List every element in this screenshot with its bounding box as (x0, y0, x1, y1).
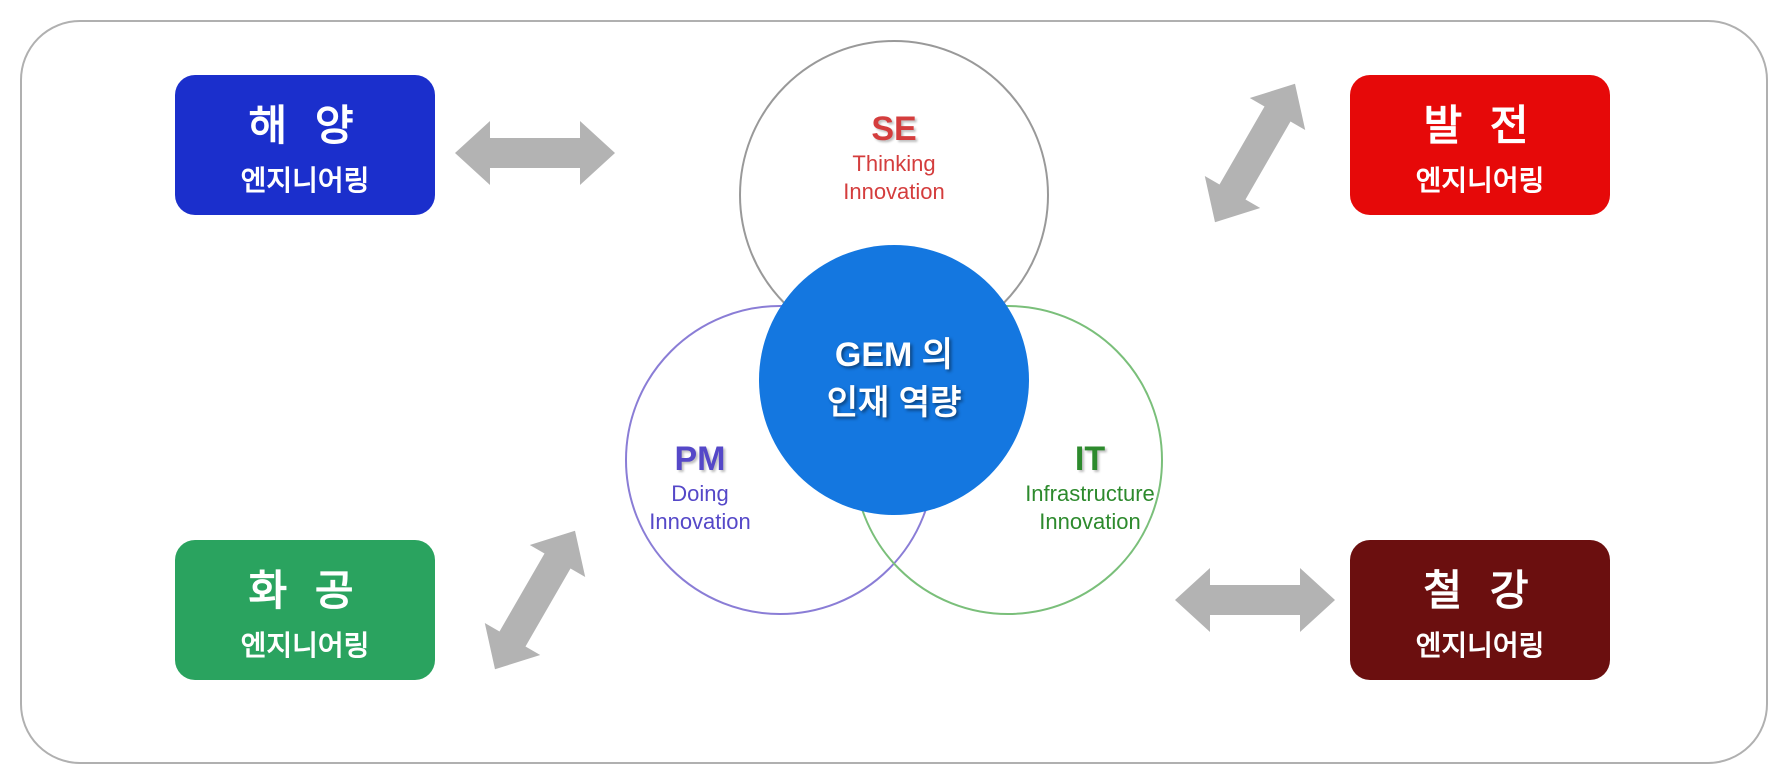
box-marine-sub: 엔지니어링 (241, 159, 370, 199)
box-power-title: 발 전 (1424, 92, 1537, 153)
box-power: 발 전 엔지니어링 (1350, 75, 1610, 215)
box-marine: 해 양 엔지니어링 (175, 75, 435, 215)
it-desc2: Innovation (1039, 509, 1141, 535)
pm-desc2: Innovation (649, 509, 751, 535)
venn-label-pm: PM Doing Innovation (600, 440, 800, 536)
venn-label-se: SE Thinking Innovation (794, 110, 994, 206)
center-text-line1: GEM 의 (835, 332, 953, 380)
se-desc2: Innovation (843, 179, 945, 205)
venn-label-it: IT Infrastructure Innovation (990, 440, 1190, 536)
it-abbr: IT (1075, 440, 1105, 479)
box-chem: 화 공 엔지니어링 (175, 540, 435, 680)
box-marine-title: 해 양 (249, 92, 362, 153)
se-desc1: Thinking (852, 151, 935, 177)
pm-abbr: PM (675, 440, 726, 479)
box-chem-title: 화 공 (249, 557, 362, 618)
center-text-line2: 인재 역량 (827, 380, 962, 428)
box-steel-title: 철 강 (1424, 557, 1537, 618)
box-steel: 철 강 엔지니어링 (1350, 540, 1610, 680)
box-chem-sub: 엔지니어링 (241, 624, 370, 664)
it-desc1: Infrastructure (1025, 481, 1155, 507)
box-steel-sub: 엔지니어링 (1416, 624, 1545, 664)
arrow-bottom-right (1175, 555, 1335, 645)
box-power-sub: 엔지니어링 (1416, 159, 1545, 199)
pm-desc1: Doing (671, 481, 728, 507)
arrow-top-left (455, 108, 615, 198)
se-abbr: SE (871, 110, 916, 149)
